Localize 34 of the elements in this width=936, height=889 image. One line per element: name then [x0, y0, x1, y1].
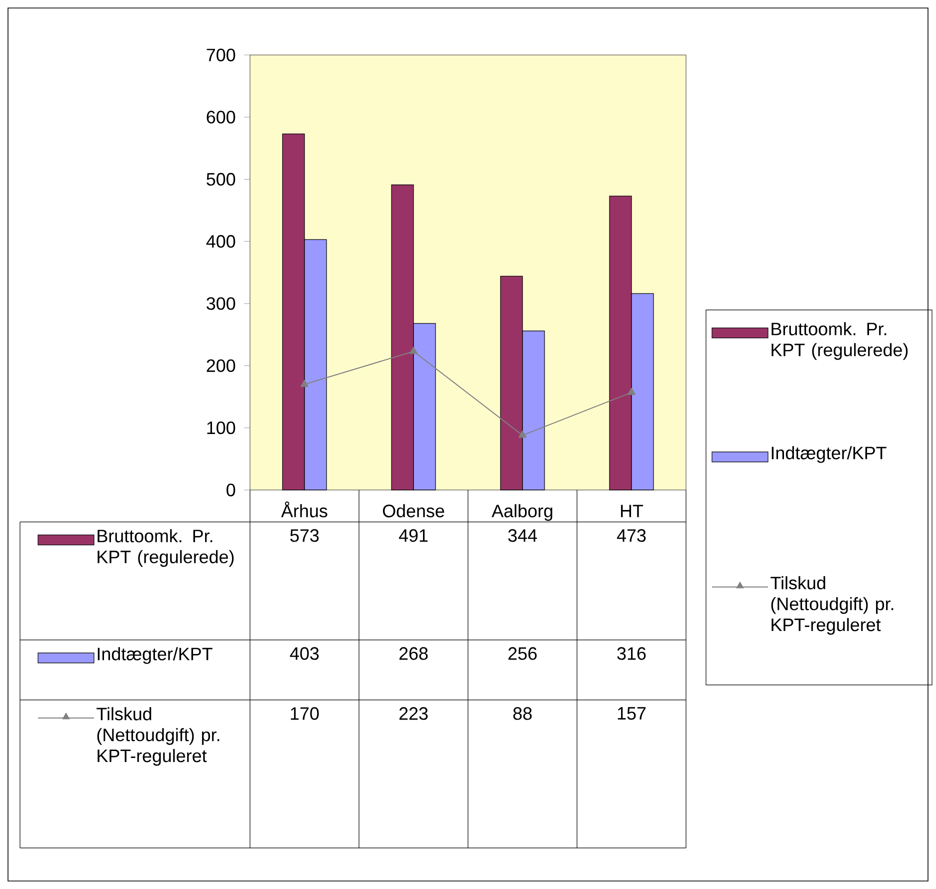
text: Bruttoomk. Pr. KPT (regulerede) [772, 322, 908, 360]
x-tick-label: Aalborg [492, 504, 552, 521]
point [410, 346, 418, 354]
y-tick-label: 600 [206, 110, 236, 124]
x-tick-label: Århus [281, 502, 328, 518]
data-label: 256 [508, 647, 537, 660]
legend-label: Indtægter/KPT [772, 446, 886, 463]
data-label: 170 [290, 707, 319, 720]
x-tick-label: Odense [382, 504, 444, 518]
data-label: 403 [290, 647, 319, 660]
data-label: 88 [513, 707, 532, 720]
y-tick-label: 500 [206, 172, 236, 186]
text: Indtægter/KPT [98, 647, 212, 664]
y-tick-label: 0 [226, 484, 236, 496]
x-tick-label: HT [621, 504, 644, 518]
data-label: 157 [618, 707, 646, 720]
legend-label: Bruttoomk. Pr. KPT (regulerede) [98, 529, 234, 567]
point [628, 388, 636, 395]
data-label: 573 [290, 529, 319, 542]
data-label: 473 [616, 529, 646, 542]
data-label: 316 [617, 647, 646, 660]
y-tick-label: 100 [207, 421, 236, 434]
point [518, 430, 526, 438]
data-label: 491 [398, 529, 428, 542]
y-tick-label: 300 [206, 297, 236, 310]
data-label: 344 [508, 529, 537, 542]
data-label: 268 [399, 647, 428, 660]
y-tick-label: 400 [206, 235, 236, 248]
text: Tilskud (Nettoudgift) pr. KPT-reguleret [96, 707, 220, 766]
y-tick-label: 700 [206, 48, 236, 62]
y-tick-label: 200 [206, 359, 236, 372]
data-label: 223 [399, 707, 428, 720]
legend-label: Tilskud (Nettoudgift) pr. KPT-reguleret [770, 576, 894, 635]
point [300, 380, 308, 387]
